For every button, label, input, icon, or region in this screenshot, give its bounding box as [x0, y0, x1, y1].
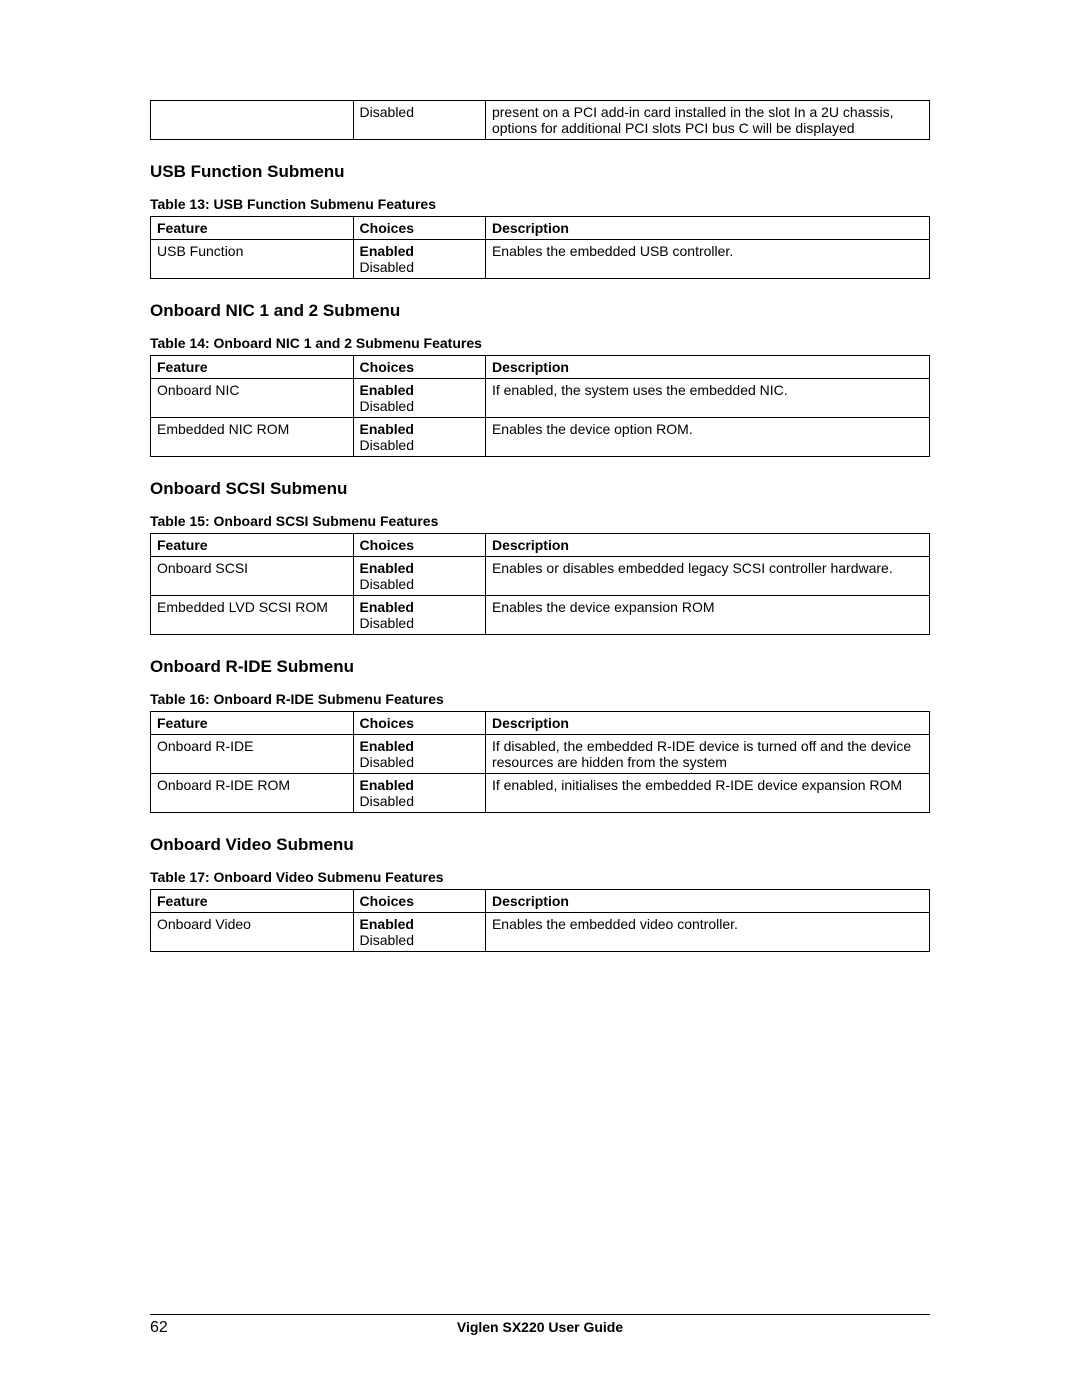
cell-choices: EnabledDisabled: [353, 735, 485, 774]
cell-feature: USB Function: [151, 240, 354, 279]
col-description: Description: [485, 712, 929, 735]
choice-default: Enabled: [360, 243, 414, 259]
cell-choices: EnabledDisabled: [353, 557, 485, 596]
cell-description: If enabled, initialises the embedded R-I…: [485, 774, 929, 813]
feature-table: FeatureChoicesDescriptionOnboard NICEnab…: [150, 355, 930, 457]
choice-alt: Disabled: [360, 259, 414, 275]
table-row: Disabled present on a PCI add-in card in…: [151, 101, 930, 140]
table-caption: Table 14: Onboard NIC 1 and 2 Submenu Fe…: [150, 335, 930, 351]
section-heading: Onboard SCSI Submenu: [150, 479, 930, 499]
cell-feature: Onboard Video: [151, 913, 354, 952]
cell-choices: EnabledDisabled: [353, 418, 485, 457]
table-caption: Table 17: Onboard Video Submenu Features: [150, 869, 930, 885]
cell-feature: Onboard R-IDE ROM: [151, 774, 354, 813]
table-caption: Table 13: USB Function Submenu Features: [150, 196, 930, 212]
table-header-row: FeatureChoicesDescription: [151, 534, 930, 557]
cell-description: Enables the device expansion ROM: [485, 596, 929, 635]
col-description: Description: [485, 534, 929, 557]
table-caption: Table 15: Onboard SCSI Submenu Features: [150, 513, 930, 529]
table-header-row: FeatureChoicesDescription: [151, 890, 930, 913]
choice-alt: Disabled: [360, 398, 414, 414]
table-row: Onboard NICEnabledDisabledIf enabled, th…: [151, 379, 930, 418]
cell-description: Enables the embedded USB controller.: [485, 240, 929, 279]
feature-table: FeatureChoicesDescriptionOnboard R-IDEEn…: [150, 711, 930, 813]
cell-feature: Onboard NIC: [151, 379, 354, 418]
col-choices: Choices: [353, 712, 485, 735]
cell-choices: EnabledDisabled: [353, 596, 485, 635]
table-header-row: FeatureChoicesDescription: [151, 712, 930, 735]
choice-alt: Disabled: [360, 932, 414, 948]
cell-choices: EnabledDisabled: [353, 379, 485, 418]
col-choices: Choices: [353, 217, 485, 240]
sections: USB Function Submenu Table 13: USB Functi…: [150, 162, 930, 952]
col-choices: Choices: [353, 356, 485, 379]
table-row: Embedded LVD SCSI ROMEnabledDisabledEnab…: [151, 596, 930, 635]
table-row: Embedded NIC ROMEnabledDisabledEnables t…: [151, 418, 930, 457]
cell-feature: Embedded NIC ROM: [151, 418, 354, 457]
table-row: Onboard SCSIEnabledDisabledEnables or di…: [151, 557, 930, 596]
col-feature: Feature: [151, 356, 354, 379]
footer-title: Viglen SX220 User Guide: [190, 1319, 890, 1335]
section-heading: Onboard NIC 1 and 2 Submenu: [150, 301, 930, 321]
cell-description: Enables or disables embedded legacy SCSI…: [485, 557, 929, 596]
orphan-table: Disabled present on a PCI add-in card in…: [150, 100, 930, 140]
cell-choices: EnabledDisabled: [353, 240, 485, 279]
choice-default: Enabled: [360, 421, 414, 437]
table-caption: Table 16: Onboard R-IDE Submenu Features: [150, 691, 930, 707]
cell-feature: Onboard SCSI: [151, 557, 354, 596]
section-heading: Onboard Video Submenu: [150, 835, 930, 855]
table-row: USB FunctionEnabledDisabledEnables the e…: [151, 240, 930, 279]
col-choices: Choices: [353, 534, 485, 557]
section-heading: Onboard R-IDE Submenu: [150, 657, 930, 677]
feature-table: FeatureChoicesDescriptionOnboard SCSIEna…: [150, 533, 930, 635]
col-description: Description: [485, 356, 929, 379]
table-row: Onboard R-IDE ROMEnabledDisabledIf enabl…: [151, 774, 930, 813]
choice-alt: Disabled: [360, 793, 414, 809]
choice-default: Enabled: [360, 777, 414, 793]
cell-description: If disabled, the embedded R-IDE device i…: [485, 735, 929, 774]
feature-table: FeatureChoicesDescriptionOnboard VideoEn…: [150, 889, 930, 952]
cell-description: If enabled, the system uses the embedded…: [485, 379, 929, 418]
footer: 62 Viglen SX220 User Guide: [150, 1314, 930, 1337]
content: Disabled present on a PCI add-in card in…: [150, 100, 930, 1284]
col-feature: Feature: [151, 534, 354, 557]
section-heading: USB Function Submenu: [150, 162, 930, 182]
cell-choices: EnabledDisabled: [353, 913, 485, 952]
choice-default: Enabled: [360, 599, 414, 615]
table-row: Onboard VideoEnabledDisabledEnables the …: [151, 913, 930, 952]
cell-description: present on a PCI add-in card installed i…: [485, 101, 929, 140]
cell-description: Enables the embedded video controller.: [485, 913, 929, 952]
choice-alt: Disabled: [360, 615, 414, 631]
choice-alt: Disabled: [360, 754, 414, 770]
col-feature: Feature: [151, 890, 354, 913]
col-description: Description: [485, 890, 929, 913]
feature-table: FeatureChoicesDescriptionUSB FunctionEna…: [150, 216, 930, 279]
cell-feature: [151, 101, 354, 140]
choice-alt: Disabled: [360, 576, 414, 592]
col-choices: Choices: [353, 890, 485, 913]
table-header-row: FeatureChoicesDescription: [151, 356, 930, 379]
cell-description: Enables the device option ROM.: [485, 418, 929, 457]
table-header-row: FeatureChoicesDescription: [151, 217, 930, 240]
choice-default: Enabled: [360, 560, 414, 576]
col-feature: Feature: [151, 217, 354, 240]
cell-choices: EnabledDisabled: [353, 774, 485, 813]
choice-default: Enabled: [360, 916, 414, 932]
cell-feature: Embedded LVD SCSI ROM: [151, 596, 354, 635]
cell-feature: Onboard R-IDE: [151, 735, 354, 774]
cell-choices: Disabled: [353, 101, 485, 140]
col-feature: Feature: [151, 712, 354, 735]
table-row: Onboard R-IDEEnabledDisabledIf disabled,…: [151, 735, 930, 774]
page: Disabled present on a PCI add-in card in…: [0, 0, 1080, 1397]
choice-default: Enabled: [360, 738, 414, 754]
col-description: Description: [485, 217, 929, 240]
page-number: 62: [150, 1319, 190, 1337]
choice-alt: Disabled: [360, 437, 414, 453]
choice-default: Enabled: [360, 382, 414, 398]
